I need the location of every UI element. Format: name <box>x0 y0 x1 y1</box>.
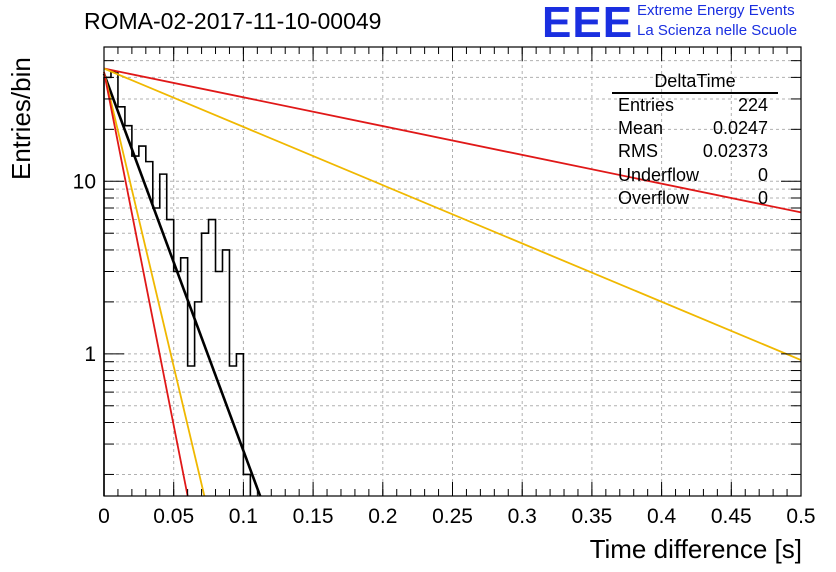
y-tick-labels: 1 10 <box>73 170 96 366</box>
x-tick-label: 0.5 <box>786 505 815 528</box>
y-axis-label: Entries/bin <box>6 57 36 180</box>
grid-lines <box>104 46 801 496</box>
logo-subtitle-1: Extreme Energy Events <box>637 2 795 19</box>
histogram-bin <box>222 250 229 496</box>
stats-value: 0.02373 <box>702 141 768 162</box>
fit-lines <box>102 67 802 497</box>
fit-line-4 <box>103 71 206 497</box>
stats-row-mean: Mean 0.0247 <box>612 117 778 140</box>
stats-value: 0 <box>757 164 768 185</box>
fit-line-1 <box>103 67 802 214</box>
histogram-bin <box>104 77 111 496</box>
histogram-bin <box>243 474 250 496</box>
stats-value: 0.0247 <box>712 118 768 139</box>
x-tick-label: 0.3 <box>508 505 537 528</box>
y-tick-label: 1 <box>84 343 96 366</box>
logo-subtitle-2: La Scienza nelle Scuole <box>637 22 798 39</box>
x-tick-label: 0.35 <box>571 505 612 528</box>
stats-row-underflow: Underflow 0 <box>612 164 778 187</box>
x-axis-label: Time difference [s] <box>589 534 802 564</box>
fit-line-2 <box>103 67 802 361</box>
x-tick-label: 0.2 <box>368 505 397 528</box>
x-tick-label: 0.05 <box>153 505 194 528</box>
stats-row-entries: Entries 224 <box>612 94 778 117</box>
axis-ticks <box>103 46 802 496</box>
x-tick-label: 0.45 <box>711 505 752 528</box>
y-tick-label: 10 <box>73 170 96 193</box>
stats-value: 0 <box>757 187 768 208</box>
fit-line-3 <box>102 73 262 497</box>
x-tick-label: 0.25 <box>432 505 473 528</box>
stats-label: Overflow <box>618 187 690 208</box>
stats-title: DeltaTime <box>612 70 778 94</box>
histogram-bin <box>146 162 153 496</box>
x-tick-label: 0 <box>98 505 110 528</box>
stats-box: DeltaTime Entries 224 Mean 0.0247 RMS 0.… <box>612 70 778 210</box>
plot-title: ROMA-02-2017-11-10-00049 <box>84 8 382 34</box>
stats-row-rms: RMS 0.02373 <box>612 140 778 163</box>
stats-label: Entries <box>618 95 675 115</box>
stats-label: Mean <box>618 118 664 139</box>
x-tick-label: 0.4 <box>647 505 677 528</box>
fit-line-5 <box>103 71 189 497</box>
stats-label: Underflow <box>618 164 700 185</box>
x-tick-label: 0.15 <box>293 505 334 528</box>
x-tick-labels: 0 0.05 0.1 0.15 0.2 0.25 0.3 0.35 0.4 0.45 0.5 <box>98 505 815 528</box>
stats-label: RMS <box>618 141 658 162</box>
x-tick-label: 0.1 <box>229 505 258 528</box>
stats-row-overflow: Overflow 0 <box>612 187 778 210</box>
eee-logo: EEE <box>542 0 634 47</box>
histogram-bin <box>202 233 209 496</box>
histogram-bin <box>139 146 146 496</box>
stats-value: 224 <box>737 95 768 115</box>
